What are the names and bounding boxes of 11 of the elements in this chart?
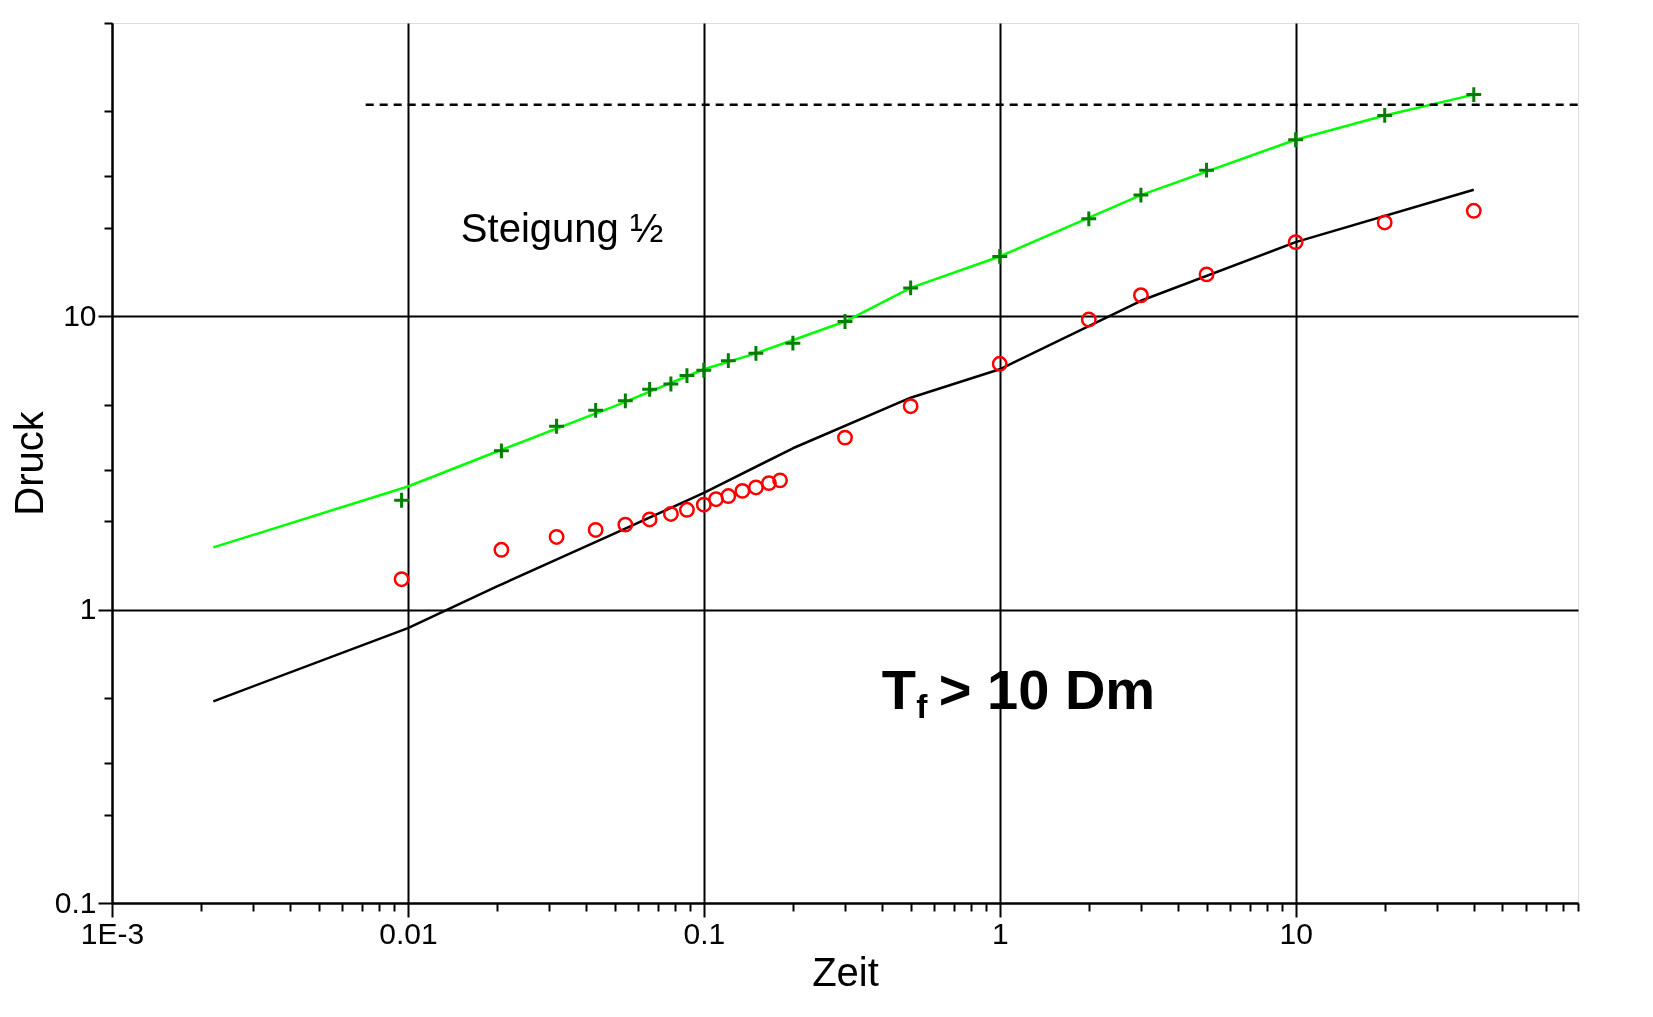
x-tick-label: 10 bbox=[1279, 916, 1313, 950]
x-tick-label: 1E-3 bbox=[80, 916, 145, 950]
x-axis-title: Zeit bbox=[812, 949, 879, 994]
y-tick-label: 1 bbox=[79, 592, 97, 626]
x-tick-label: 0.01 bbox=[379, 916, 438, 950]
y-tick-label: 10 bbox=[63, 298, 97, 332]
x-tick-label: 1 bbox=[991, 916, 1009, 950]
y-axis-title: Druck bbox=[6, 410, 51, 516]
annotation: Steigung ½ bbox=[460, 205, 664, 250]
x-tick-label: 0.1 bbox=[683, 916, 726, 950]
y-tick-label: 0.1 bbox=[54, 885, 97, 919]
